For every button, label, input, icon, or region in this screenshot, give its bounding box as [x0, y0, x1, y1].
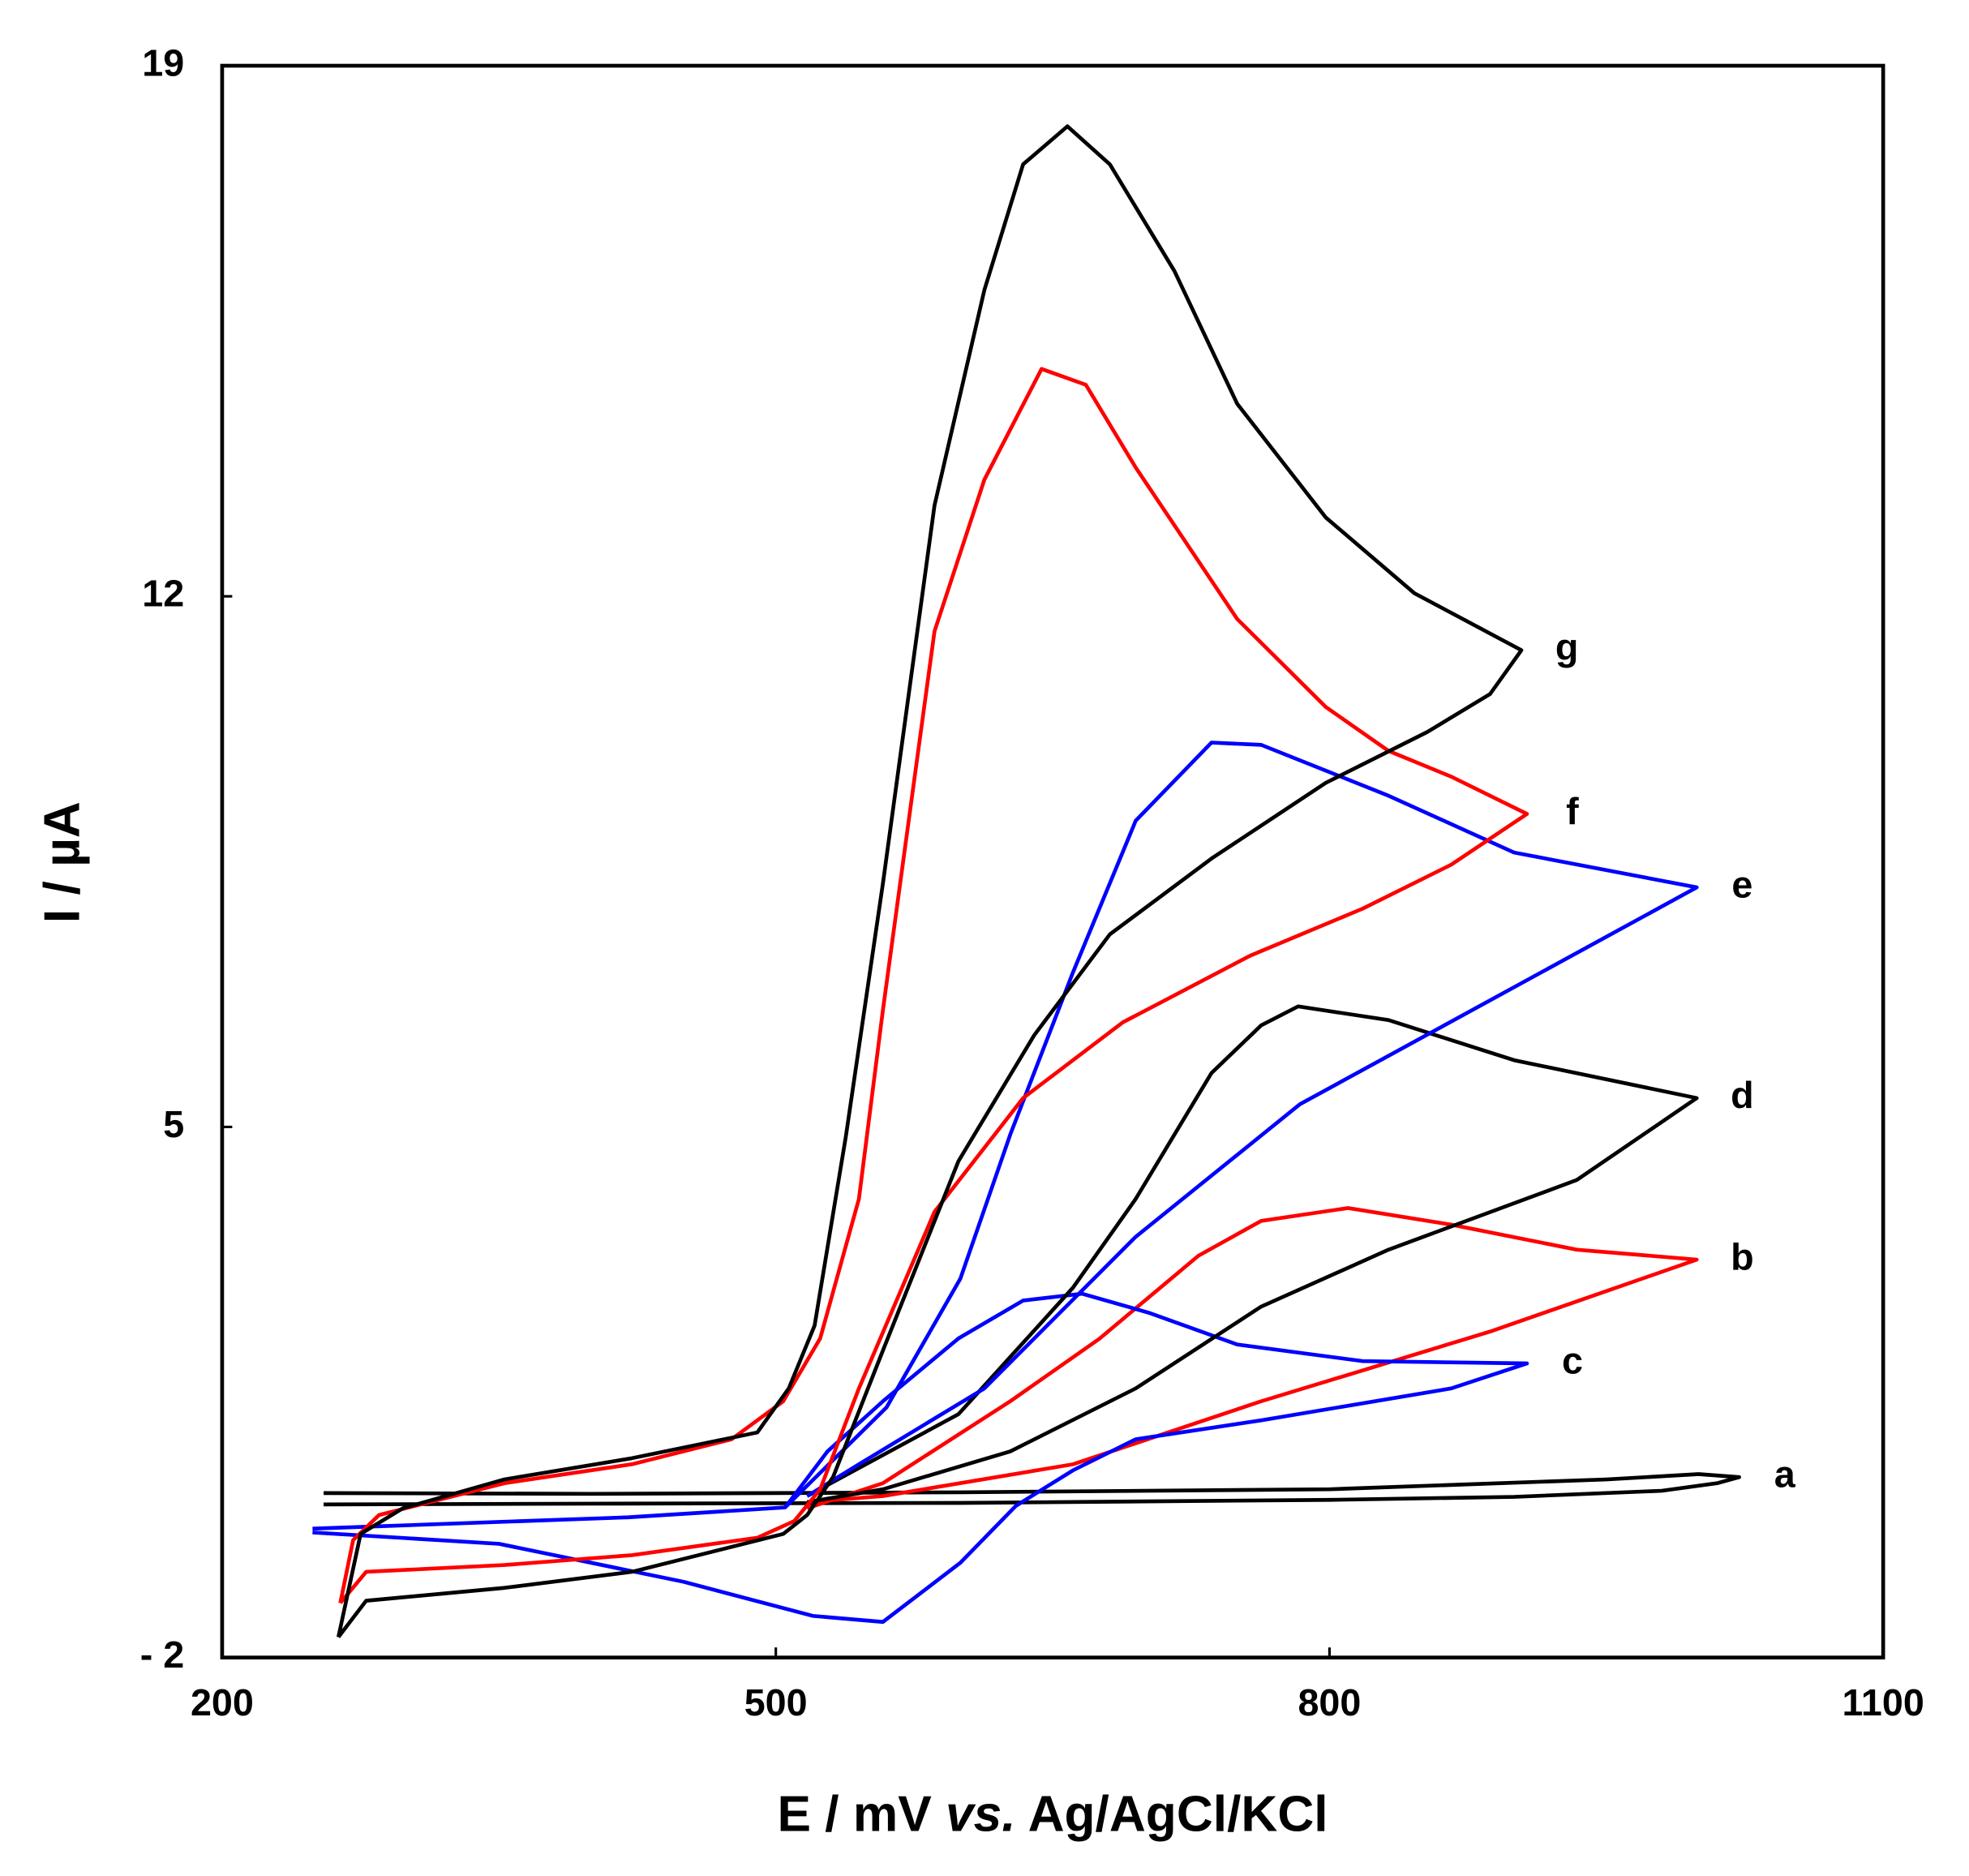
- x-axis-title-part: E / mV: [777, 1787, 946, 1843]
- x-axis-title-part: vs.: [946, 1787, 1016, 1843]
- x-tick-label: 200: [191, 1681, 254, 1724]
- curve-label: c: [1562, 1339, 1583, 1381]
- y-tick-label: 12: [142, 573, 184, 615]
- curve: [338, 367, 1529, 1604]
- curve: [783, 741, 1699, 1509]
- curve-label: e: [1731, 863, 1752, 905]
- x-axis-title-part: Ag/AgCl/KCl: [1016, 1787, 1328, 1843]
- curve-label: f: [1566, 790, 1579, 832]
- curve: [806, 1004, 1699, 1505]
- curve: [312, 1291, 1529, 1625]
- curve-label: d: [1731, 1074, 1754, 1116]
- y-axis-title: I / µA: [34, 801, 90, 923]
- y-tick-label: 19: [142, 41, 184, 84]
- x-tick-label: 1100: [1842, 1681, 1924, 1724]
- x-tick-label: 800: [1298, 1681, 1361, 1724]
- x-axis-title: E / mV vs. Ag/AgCl/KCl: [777, 1787, 1328, 1843]
- curve-label: a: [1774, 1453, 1796, 1496]
- curve-label: g: [1555, 626, 1579, 668]
- curve: [336, 124, 1524, 1638]
- x-tick-label: 500: [744, 1681, 808, 1724]
- y-tick-label: 5: [163, 1103, 184, 1145]
- y-tick-label: - 2: [140, 1633, 184, 1676]
- curve-label: b: [1731, 1235, 1754, 1277]
- plot-frame: [220, 63, 1885, 1659]
